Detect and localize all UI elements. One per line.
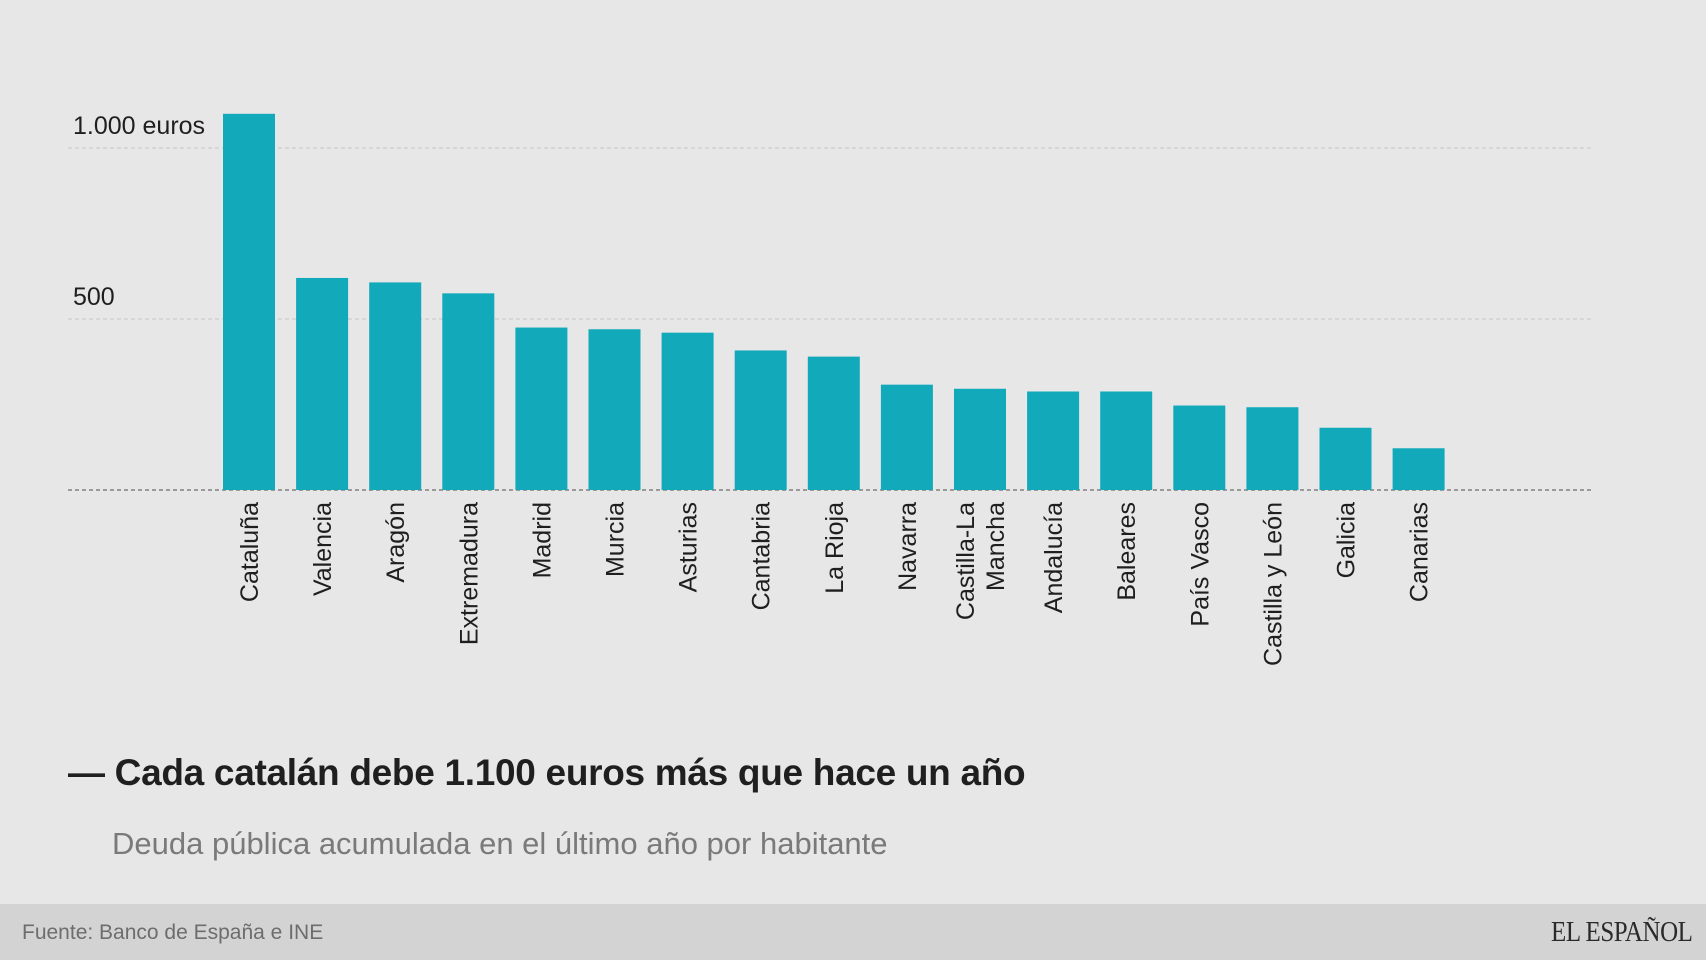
y-axis-ticks: 1.000 euros 500 (73, 112, 205, 311)
x-category-label: Cataluña (236, 502, 264, 602)
y-tick-label: 500 (73, 283, 115, 311)
x-category-label: Valencia (309, 502, 337, 596)
bar-chart: 1.000 euros 500 Cataluña Valencia Aragón Ext… (68, 112, 1592, 666)
bar (1173, 405, 1226, 490)
footer-bar: Fuente: Banco de España e INE EL ESPAÑOL (0, 904, 1706, 960)
x-category-label: Murcia (602, 502, 630, 577)
bar (442, 293, 495, 490)
source-note: Fuente: Banco de España e INE (22, 921, 324, 944)
bar (661, 332, 714, 490)
x-category-label: Aragón (382, 502, 410, 583)
bars (223, 113, 1445, 491)
x-category-label: Canarias (1406, 502, 1434, 602)
x-category-label: Cantabria (748, 502, 776, 610)
bar (1392, 448, 1445, 490)
bar (296, 277, 349, 490)
chart-title: — Cada catalán debe 1.100 euros más que … (68, 752, 1026, 793)
bar (734, 350, 787, 490)
bar (223, 113, 275, 491)
bar (954, 388, 1006, 490)
y-tick-label: 1.000 euros (73, 112, 205, 140)
x-category-label: Navarra (894, 502, 922, 591)
x-category-label: Castilla-LaMancha (952, 502, 1010, 620)
x-axis-labels: Cataluña Valencia Aragón Extremadura Madrid M… (236, 502, 1434, 666)
bar (880, 384, 933, 490)
x-category-label: Castilla y León (1259, 502, 1287, 666)
bar (1100, 391, 1153, 490)
x-category-label: Galicia (1333, 502, 1361, 579)
bar (588, 329, 641, 490)
chart-subtitle: Deuda pública acumulada en el último año… (112, 826, 888, 861)
x-category-label: Andalucía (1040, 502, 1068, 613)
bar (1319, 427, 1372, 490)
x-category-label: Asturias (675, 502, 703, 592)
bar (515, 327, 568, 490)
x-category-label: Baleares (1113, 502, 1141, 601)
x-category-label: Extremadura (455, 502, 483, 645)
bar (1027, 391, 1080, 490)
bar (807, 356, 860, 490)
bar (1246, 407, 1299, 490)
brand-logo: EL ESPAÑOL (1550, 916, 1693, 948)
x-category-label: La Rioja (821, 502, 849, 594)
x-category-label: Madrid (528, 502, 556, 578)
x-category-label: País Vasco (1186, 502, 1214, 627)
bar (369, 282, 422, 490)
